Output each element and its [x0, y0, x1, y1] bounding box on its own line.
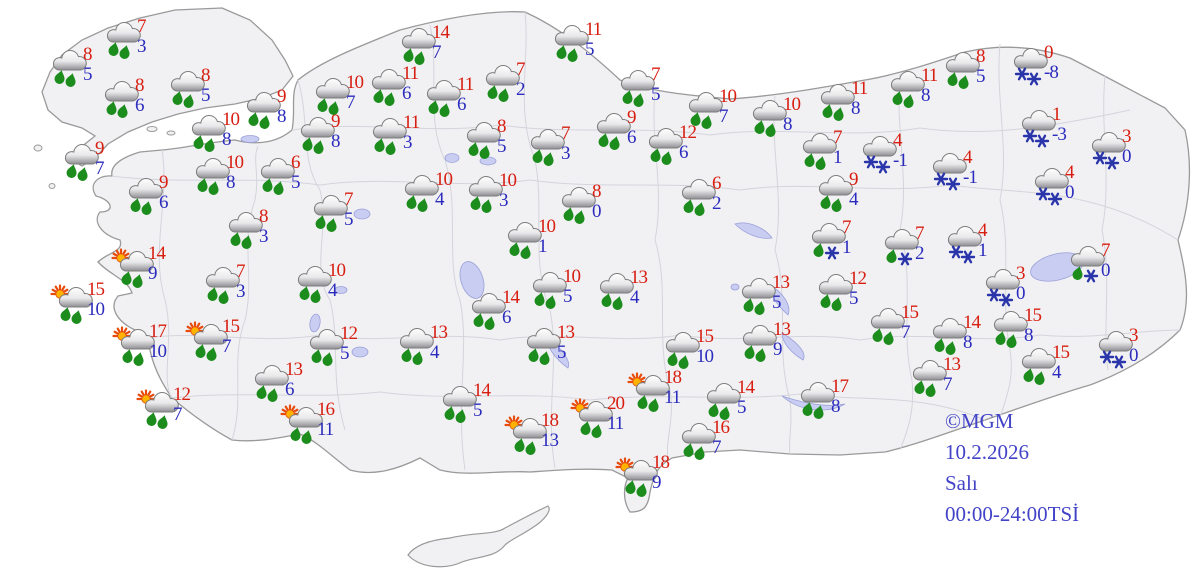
lakes [240, 135, 1084, 411]
date-label: 10.2.2026 [945, 440, 1029, 464]
islands [33, 126, 176, 189]
map-footer: ©MGM 10.2.2026 Salı 00:00-24:00TSİ [945, 410, 1079, 525]
day-label: Salı [945, 471, 978, 495]
time-period-label: 00:00-24:00TSİ [945, 502, 1080, 526]
cyprus-island [407, 505, 550, 568]
copyright-label: ©MGM [945, 409, 1014, 433]
thrace-landmass [41, 7, 294, 167]
